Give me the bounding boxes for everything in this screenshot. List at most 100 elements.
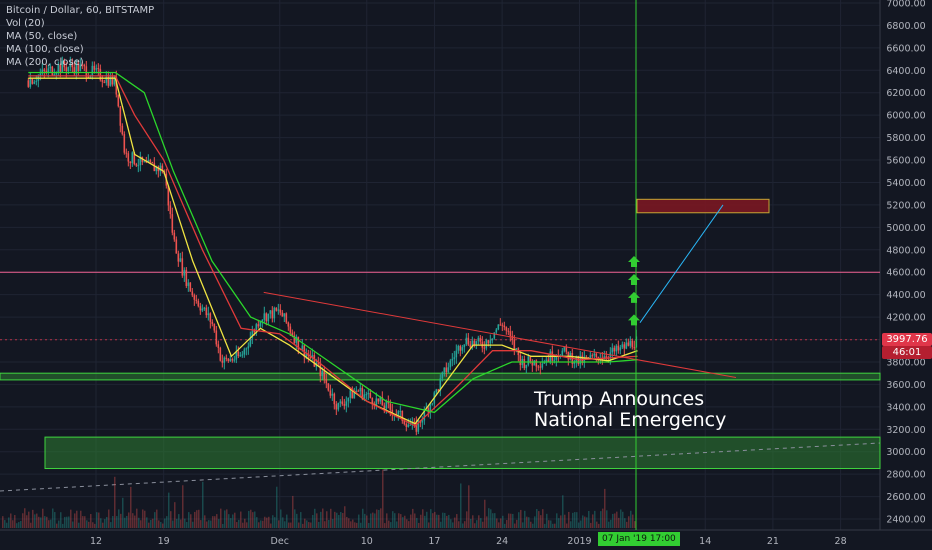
candle-body bbox=[415, 422, 418, 432]
volume-bar bbox=[580, 520, 582, 528]
candle-body bbox=[469, 344, 472, 348]
volume-bar bbox=[334, 511, 336, 528]
candle-body bbox=[237, 351, 240, 357]
candle-body bbox=[541, 363, 544, 368]
volume-bar bbox=[76, 510, 78, 528]
volume-bar bbox=[588, 510, 590, 528]
candle-body bbox=[229, 359, 232, 362]
candle-body bbox=[55, 72, 58, 75]
volume-bar bbox=[382, 469, 384, 528]
volume-bar bbox=[544, 523, 546, 528]
volume-bar bbox=[300, 512, 302, 528]
volume-bar bbox=[492, 513, 494, 528]
volume-bar bbox=[48, 520, 50, 528]
candle-body bbox=[153, 163, 156, 172]
volume-bar bbox=[480, 518, 482, 528]
volume-bar bbox=[278, 520, 280, 528]
candle-body bbox=[95, 68, 98, 70]
candle-body bbox=[493, 332, 496, 339]
symbol-title[interactable]: Bitcoin / Dollar, 60, BITSTAMP bbox=[6, 5, 155, 16]
volume-bar bbox=[430, 509, 432, 528]
y-tick-label: 3000.00 bbox=[886, 447, 925, 458]
candle-body bbox=[441, 372, 444, 379]
volume-bar bbox=[336, 512, 338, 528]
candle-body bbox=[175, 239, 178, 254]
volume-bar bbox=[540, 515, 542, 528]
candle-body bbox=[197, 300, 200, 307]
y-tick-label: 6800.00 bbox=[886, 21, 925, 32]
candle-body bbox=[27, 80, 30, 87]
candle-body bbox=[453, 357, 456, 359]
volume-bar bbox=[174, 502, 176, 528]
candle-body bbox=[381, 397, 384, 406]
candle-body bbox=[455, 350, 458, 358]
candle-body bbox=[243, 349, 246, 355]
candle-body bbox=[407, 424, 410, 427]
volume-bar bbox=[136, 508, 138, 528]
candle-body bbox=[573, 362, 576, 364]
candle-body bbox=[221, 360, 224, 363]
volume-bar bbox=[26, 515, 28, 528]
volume-bar bbox=[466, 511, 468, 528]
volume-bar bbox=[556, 513, 558, 528]
volume-bar bbox=[572, 512, 574, 528]
volume-bar bbox=[402, 517, 404, 528]
volume-bar bbox=[16, 523, 18, 528]
volume-bar bbox=[284, 521, 286, 528]
candle-body bbox=[117, 94, 120, 107]
volume-bar bbox=[36, 513, 38, 528]
candle-body bbox=[361, 387, 364, 399]
candle-body bbox=[233, 359, 236, 361]
candle-body bbox=[443, 367, 446, 373]
y-tick-label: 5000.00 bbox=[886, 223, 925, 234]
volume-bar bbox=[450, 519, 452, 528]
volume-bar bbox=[298, 522, 300, 528]
volume-bar bbox=[20, 520, 22, 528]
candle-body bbox=[483, 347, 486, 349]
volume-bar bbox=[8, 517, 10, 528]
volume-bar bbox=[360, 522, 362, 528]
candle-body bbox=[201, 308, 204, 311]
volume-bar bbox=[68, 516, 70, 528]
x-tick-label: 2019 bbox=[567, 536, 591, 547]
moving-average-line bbox=[28, 75, 638, 427]
candle-body bbox=[463, 344, 466, 348]
volume-bar bbox=[140, 520, 142, 528]
candle-body bbox=[387, 401, 390, 404]
y-tick-label: 4400.00 bbox=[886, 290, 925, 301]
indicator-ma50[interactable]: MA (50, close) bbox=[6, 31, 78, 42]
volume-bar bbox=[310, 522, 312, 528]
candle-body bbox=[475, 341, 478, 345]
candle-body bbox=[363, 394, 366, 399]
candle-body bbox=[383, 405, 386, 409]
volume-bar bbox=[182, 485, 184, 528]
candle-body bbox=[295, 336, 298, 343]
candle-body bbox=[417, 420, 420, 432]
volume-bar bbox=[322, 508, 324, 528]
y-tick-label: 5200.00 bbox=[886, 200, 925, 211]
volume-bar bbox=[632, 514, 634, 528]
candle-body bbox=[133, 152, 136, 165]
indicator-vol[interactable]: Vol (20) bbox=[6, 18, 45, 29]
candle-body bbox=[515, 348, 518, 350]
volume-bar bbox=[350, 521, 352, 528]
y-tick-label: 6600.00 bbox=[886, 43, 925, 54]
indicator-ma200[interactable]: MA (200, close) bbox=[6, 57, 84, 68]
volume-bar bbox=[562, 495, 564, 528]
candle-body bbox=[217, 344, 220, 348]
volume-bar bbox=[586, 517, 588, 528]
volume-bar bbox=[290, 522, 292, 528]
moving-average-line bbox=[28, 71, 638, 414]
volume-bar bbox=[292, 495, 294, 528]
volume-bar bbox=[436, 514, 438, 528]
volume-bar bbox=[412, 508, 414, 528]
candle-body bbox=[45, 70, 48, 73]
volume-bar bbox=[570, 521, 572, 528]
volume-bar bbox=[620, 509, 622, 528]
volume-bar bbox=[576, 512, 578, 528]
up-arrow-icon bbox=[628, 256, 640, 267]
candle-body bbox=[499, 324, 502, 326]
indicator-ma100[interactable]: MA (100, close) bbox=[6, 44, 84, 55]
